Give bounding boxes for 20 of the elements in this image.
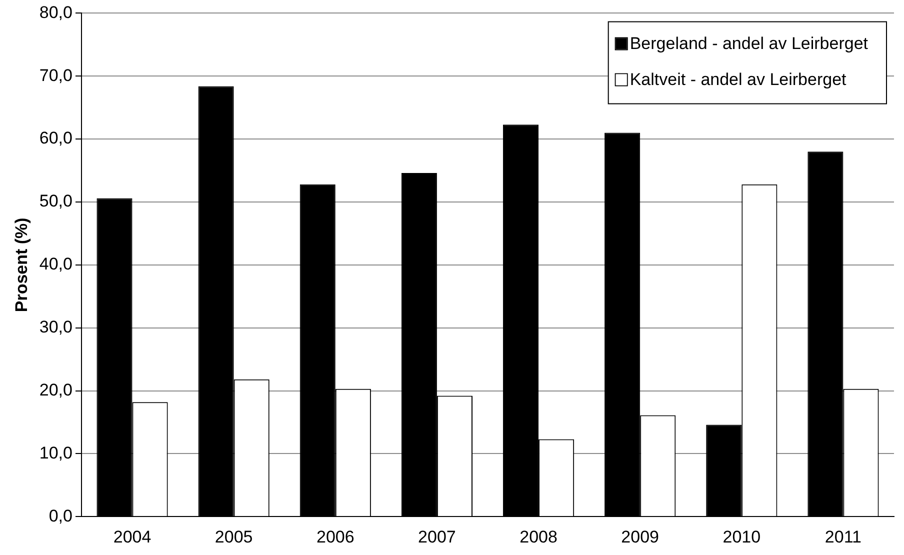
x-tick-label: 2010 (722, 527, 761, 546)
y-tick-label: 50,0 (39, 192, 72, 211)
y-tick-label: 10,0 (39, 443, 72, 462)
y-axis-title: Prosent (%) (12, 218, 31, 312)
x-tick-label: 2008 (520, 527, 558, 546)
legend-label: Kaltveit - andel av Leirberget (630, 70, 847, 89)
y-tick-label: 20,0 (39, 380, 72, 400)
x-tick-label: 2006 (316, 527, 354, 546)
y-tick-label: 40,0 (39, 254, 72, 274)
x-tick-label: 2011 (824, 527, 862, 546)
y-tick-label: 70,0 (39, 66, 72, 85)
x-tick-label: 2009 (621, 527, 660, 546)
x-tick-label: 2007 (418, 527, 456, 546)
legend-label: Bergeland - andel av Leirberget (630, 34, 868, 53)
y-tick-label: 60,0 (39, 128, 72, 148)
y-tick-label: 30,0 (39, 318, 72, 337)
x-tick-label: 2004 (113, 527, 152, 546)
y-tick-label: 0,0 (48, 506, 72, 526)
y-tick-label: 80,0 (39, 2, 72, 22)
x-tick-label: 2005 (214, 527, 253, 546)
